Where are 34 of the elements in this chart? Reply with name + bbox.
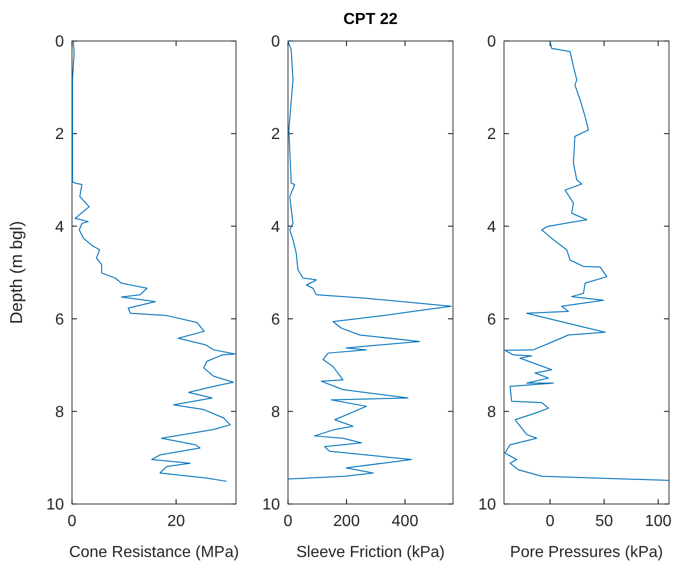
x-tick-label: 200 [333, 513, 360, 530]
x-tick-label: 400 [392, 513, 418, 530]
y-tick-label: 6 [487, 311, 496, 328]
x-tick-label: 20 [167, 513, 186, 530]
y-tick-label: 4 [487, 218, 496, 236]
x-tick-label: 0 [546, 513, 555, 530]
y-tick-label: 6 [55, 311, 64, 328]
y-tick-label: 2 [55, 126, 64, 144]
y-tick-label: 6 [271, 311, 280, 328]
x-tick-label: 100 [644, 513, 672, 530]
line-series [288, 40, 452, 480]
y-tick-label: 10 [478, 496, 496, 514]
x-tick-label: 0 [284, 513, 293, 530]
line-series [504, 40, 670, 481]
x-axis-title: Cone Resistance (MPa) [69, 544, 239, 561]
x-axis-title: Pore Pressures (kPa) [510, 544, 663, 561]
x-tick-label: 50 [595, 513, 614, 530]
y-tick-label: 10 [46, 496, 64, 514]
x-axis-title: Sleeve Friction (kPa) [296, 544, 445, 561]
y-tick-label: 2 [271, 126, 280, 144]
y-tick-label: 8 [271, 404, 280, 421]
y-tick-label: 0 [55, 34, 64, 51]
chart-title: CPT 22 [343, 11, 398, 28]
y-tick-label: 8 [487, 404, 496, 421]
x-tick-label: 0 [68, 513, 77, 530]
y-tick-label: 10 [262, 496, 280, 514]
y-tick-label: 2 [487, 126, 496, 144]
y-tick-label: 8 [55, 404, 64, 421]
y-tick-label: 4 [271, 218, 280, 236]
y-tick-label: 0 [271, 34, 280, 51]
y-tick-label: 4 [55, 218, 64, 236]
y-axis-title: Depth (m bgl) [7, 221, 26, 324]
line-series [72, 40, 236, 482]
y-tick-label: 0 [487, 34, 496, 51]
